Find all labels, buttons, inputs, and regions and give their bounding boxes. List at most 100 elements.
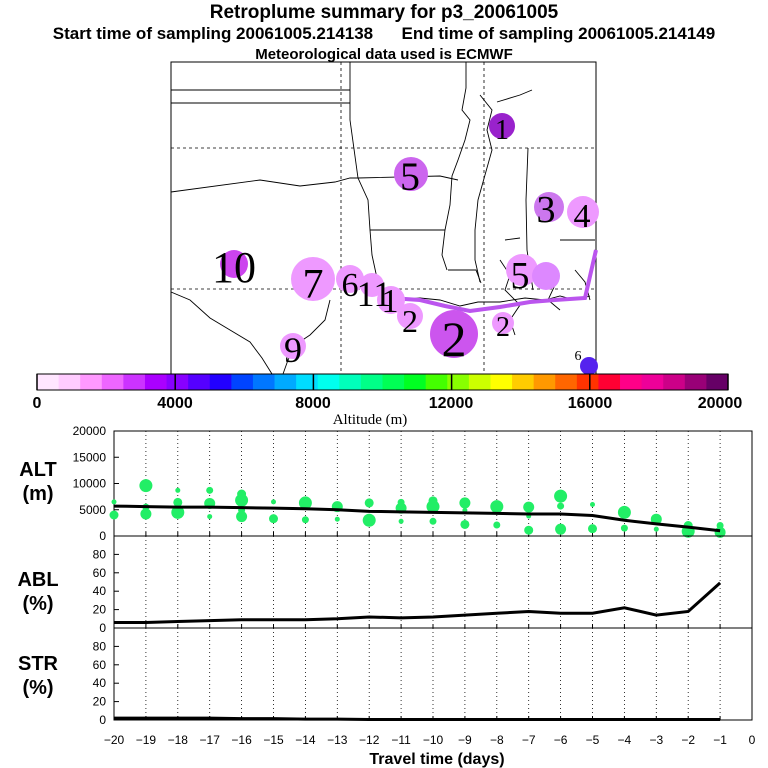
x-axis: −20 −19 −18 −17 −16 −15 −14 −13 −12 −11 −10 −9 −8 −7−… bbox=[104, 733, 756, 747]
cluster-altitude-point bbox=[459, 497, 471, 509]
colorbar-cell bbox=[339, 374, 362, 390]
colorbar-cell bbox=[209, 374, 232, 390]
cluster-extra-marker bbox=[532, 262, 560, 290]
y-tick-label: 0 bbox=[99, 529, 106, 543]
cluster-2a-marker bbox=[397, 303, 423, 329]
cluster-altitude-point bbox=[653, 526, 659, 532]
cluster-altitude-point bbox=[207, 514, 213, 520]
y-tick-label: 60 bbox=[93, 566, 107, 580]
cluster-label: 11 bbox=[357, 274, 392, 314]
colorbar-cell bbox=[296, 374, 319, 390]
cluster-5b-marker bbox=[506, 254, 538, 286]
colorbar-frame bbox=[36, 373, 729, 391]
str-line bbox=[114, 716, 721, 722]
cluster-3-marker bbox=[534, 192, 564, 222]
cluster-1b-marker bbox=[377, 286, 405, 314]
cluster-altitude-point bbox=[429, 517, 437, 525]
colorbar-cell bbox=[166, 374, 189, 390]
page-title: Retroplume summary for p3_20061005 bbox=[209, 2, 559, 23]
median-altitude-line bbox=[113, 504, 721, 533]
cluster-altitude-point bbox=[620, 524, 628, 532]
y-tick-label: 20000 bbox=[73, 424, 107, 438]
x-tick-label: −2 bbox=[681, 733, 695, 747]
x-tick-label: −16 bbox=[231, 733, 252, 747]
alt-panel: 20000 15000 10000 5000 0 bbox=[73, 424, 753, 543]
x-tick-label: −6 bbox=[554, 733, 568, 747]
cluster-2b-marker bbox=[430, 310, 478, 358]
colorbar-cell bbox=[360, 374, 383, 390]
colorbar-cell bbox=[663, 374, 686, 390]
str-panel-unit: (%) bbox=[22, 677, 53, 699]
colorbar-cell bbox=[144, 374, 168, 390]
cluster-altitude-point bbox=[235, 493, 249, 507]
colorbar-cell bbox=[101, 374, 124, 390]
cluster-altitude-point bbox=[617, 505, 631, 519]
cluster-altitude-point bbox=[206, 486, 214, 494]
abl-line bbox=[114, 581, 722, 624]
cluster-label: 5 bbox=[400, 154, 420, 199]
x-tick-label: −20 bbox=[104, 733, 125, 747]
str-panel: 80 60 40 20 0 bbox=[93, 627, 753, 727]
cluster-altitude-point bbox=[523, 501, 535, 513]
y-tick-label: 60 bbox=[93, 658, 107, 672]
colorbar-cell bbox=[382, 374, 405, 390]
cluster-altitude-point bbox=[554, 489, 568, 503]
colorbar-cell bbox=[188, 374, 211, 390]
cluster-label: 4 bbox=[574, 198, 591, 235]
cluster-altitude-point bbox=[171, 505, 185, 519]
cluster-label: 1 bbox=[382, 283, 399, 320]
cluster-label: 2 bbox=[496, 312, 510, 343]
colorbar-cell bbox=[598, 374, 621, 390]
str-panel-title: STR bbox=[18, 653, 59, 675]
alt-panel-unit: (m) bbox=[22, 483, 53, 505]
x-tick-label: −15 bbox=[263, 733, 284, 747]
x-tick-label: −19 bbox=[136, 733, 157, 747]
colorbar-label: Altitude (m) bbox=[333, 412, 408, 428]
cluster-altitude-point bbox=[490, 500, 504, 514]
x-tick-label: −9 bbox=[458, 733, 472, 747]
abl-panel: 80 60 40 20 0 bbox=[93, 535, 753, 635]
cluster-altitude-point bbox=[650, 513, 662, 525]
x-tick-label: −17 bbox=[200, 733, 221, 747]
cluster-2c-marker bbox=[492, 312, 514, 334]
abl-panel-title: ABL bbox=[17, 569, 58, 591]
x-tick-label: −14 bbox=[295, 733, 316, 747]
cluster-altitude-point bbox=[334, 516, 340, 522]
cluster-label: 2 bbox=[442, 311, 467, 367]
cluster-altitude-point bbox=[111, 499, 117, 505]
colorbar-cell bbox=[533, 374, 556, 390]
colorbar-cell bbox=[555, 374, 578, 390]
abl-panel-unit: (%) bbox=[22, 593, 53, 615]
cluster-label: 5 bbox=[511, 255, 530, 297]
cluster-label: 2 bbox=[402, 303, 418, 339]
x-tick-label: −4 bbox=[618, 733, 632, 747]
cluster-9-marker bbox=[280, 333, 306, 359]
cluster-label: 9 bbox=[284, 330, 302, 370]
colorbar-cell bbox=[468, 374, 491, 390]
colorbar-tick: 0 bbox=[33, 395, 42, 412]
y-tick-label: 80 bbox=[93, 639, 107, 653]
cluster-altitude-point bbox=[460, 519, 470, 529]
colorbar-cell bbox=[317, 374, 340, 390]
colorbar-cell bbox=[37, 374, 60, 390]
colorbar-cell bbox=[706, 374, 729, 390]
panel-titles: ALT (m) ABL (%) STR (%) bbox=[17, 459, 58, 699]
y-tick-label: 20 bbox=[93, 603, 107, 617]
cluster-6b-marker bbox=[580, 357, 598, 375]
cluster-6-marker bbox=[336, 265, 364, 293]
cluster-label: 1 bbox=[495, 115, 509, 146]
y-tick-label: 10000 bbox=[73, 477, 107, 491]
cluster-altitude-point bbox=[362, 513, 376, 527]
cluster-labels: 1 5 3 4 10 7 6 11 1 2 2 2 5 9 6 bbox=[212, 115, 591, 370]
colorbar-cell bbox=[231, 374, 254, 390]
colorbar-cell bbox=[641, 374, 664, 390]
end-time: End time of sampling 20061005.214149 bbox=[401, 24, 716, 43]
x-tick-label: −3 bbox=[649, 733, 663, 747]
cluster-1-marker bbox=[489, 113, 515, 139]
cluster-altitude-point bbox=[590, 502, 595, 507]
x-tick-label: −10 bbox=[423, 733, 444, 747]
cluster-altitude-point bbox=[588, 524, 597, 534]
cluster-markers bbox=[220, 113, 599, 375]
cluster-altitude-point bbox=[426, 500, 440, 514]
